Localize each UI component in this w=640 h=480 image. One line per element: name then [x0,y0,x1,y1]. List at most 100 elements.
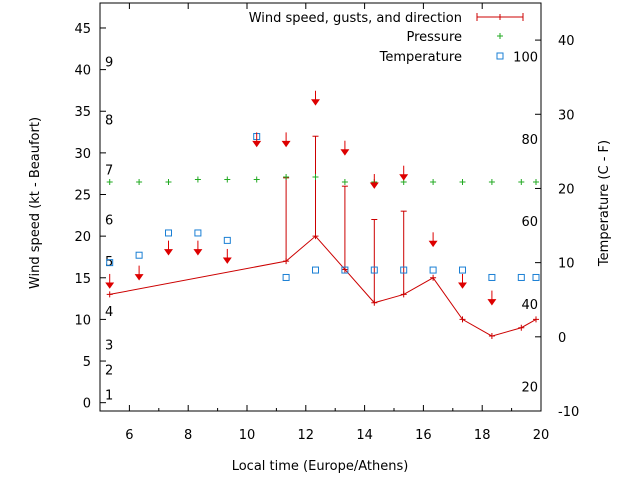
temperature-point [194,229,202,237]
wind-direction-arrowhead [281,140,291,148]
wind-speed-point [283,258,290,265]
ticks-layer: 6 8 10 12 14 16 18 20051015202530354045-1001020… [74,3,579,443]
wind-direction-arrowhead [193,249,203,256]
temperature-point [312,266,320,274]
wind-direction-arrowhead [311,99,320,106]
beaufort-label: 3 [105,338,113,353]
x-tick-label: 10 [239,428,256,443]
y2-tick-label: 20 [558,182,575,197]
beaufort-label: 4 [105,305,113,320]
temperature-point [532,273,540,281]
x-tick-label: 12 [298,428,315,443]
y-tick-label: 35 [74,105,91,120]
beaufort-label: 5 [105,255,113,270]
pressure-point [165,179,172,186]
fahrenheit-label: 60 [521,215,538,230]
y2-axis-label: Temperature (C - F) [597,140,612,267]
y-tick-label: 45 [74,22,91,37]
pressure-point [194,176,201,183]
y-tick-label: 40 [74,64,91,79]
wind-speed-line [109,235,537,337]
temperature-point [459,266,467,274]
wind-direction-arrowhead [164,249,173,256]
pressure-point [283,174,290,181]
temperature-point [517,273,525,281]
pressure-point [136,179,143,186]
fahrenheit-label: 40 [521,298,538,313]
temperature-point [488,273,496,281]
temperature-point [370,266,378,274]
legend: Wind speed, gusts, and direction Pressur… [249,11,524,65]
pressure-point [106,179,113,186]
temperature-point [429,266,437,274]
beaufort-label: 1 [105,388,113,403]
y-tick-label: 5 [83,355,91,370]
pressure-point [430,179,437,186]
x-tick-label: 16 [415,428,432,443]
fahrenheit-label: 100 [513,50,538,65]
y-tick-label: 20 [74,230,91,245]
y2-tick-label: 10 [558,257,575,272]
y-tick-label: 25 [74,189,91,204]
wind-direction-arrowhead [428,240,438,248]
legend-temperature-marker [496,52,504,60]
temperature-point [282,273,290,281]
wind-direction-arrowhead [222,257,232,264]
wind-direction-arrowhead [252,140,262,148]
wind-direction-arrowhead [369,182,379,189]
legend-pressure-marker [497,33,503,39]
y-tick-label: 10 [74,313,91,328]
pressure-point [341,179,348,186]
y2-tick-label: -10 [558,405,579,420]
wind-speed-point [400,291,407,298]
y-tick-label: 30 [74,147,91,162]
y2-tick-label: 30 [558,108,575,123]
x-tick-label: 20 [533,428,550,443]
beaufort-label: 6 [105,213,113,228]
pressure-point [253,176,260,183]
pressure-point [459,179,466,186]
pressure-point [533,179,540,186]
wind-speed-point [488,333,495,340]
temperature-point [165,229,173,237]
wind-direction-arrowhead [105,282,115,289]
wind-speed-point [533,316,540,323]
x-tick-label: 8 [184,428,192,443]
x-tick-label: 6 [125,428,133,443]
wind-speed-point [459,316,466,323]
fahrenheit-label: 20 [521,381,538,396]
x-tick-label: 18 [474,428,491,443]
temperature-point [341,266,349,274]
x-axis-label: Local time (Europe/Athens) [232,459,409,474]
plot-frame [99,2,542,412]
pressure-point [488,179,495,186]
beaufort-label: 7 [105,164,113,179]
beaufort-label: 8 [105,114,113,129]
wind-speed-point [430,274,437,281]
y2-tick-label: 0 [558,331,566,346]
y-tick-label: 15 [74,272,91,287]
wind-speed-point [312,233,319,240]
wind-direction-arrowhead [399,174,409,181]
wind-speed-point [106,291,113,298]
pressure-point [518,179,525,186]
x-tick-label: 14 [356,428,373,443]
legend-pressure-label: Pressure [406,30,462,45]
beaufort-label: 9 [105,55,113,70]
y-axis-label: Wind speed (kt - Beaufort) [28,117,43,289]
y2-tick-label: 40 [558,34,575,49]
beaufort-label: 2 [105,363,113,378]
wind-direction-arrowhead [340,149,350,156]
wind-direction-arrowhead [458,282,467,289]
wind-speed-point [518,324,525,331]
temperature-point [223,236,231,244]
pressure-point [312,174,319,181]
temperature-point [106,259,114,267]
wind-direction-arrowhead [134,274,144,281]
wind-direction-arrowhead [487,299,497,306]
fahrenheit-label: 80 [521,133,538,148]
temperature-point [400,266,408,274]
data-layer [105,90,540,340]
